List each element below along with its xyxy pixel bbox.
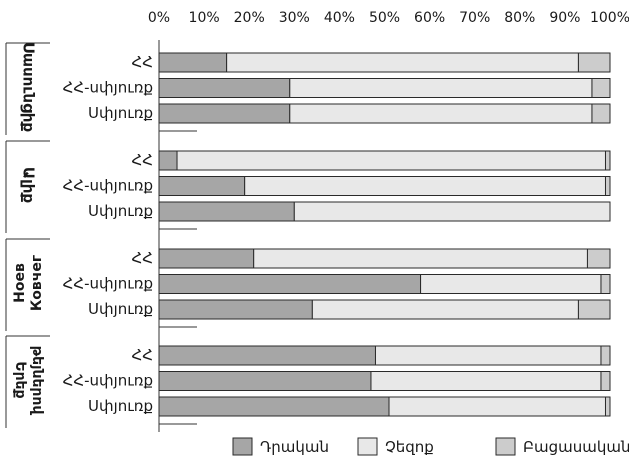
x-tick-label: 0% <box>148 10 170 26</box>
legend-swatch <box>495 437 516 456</box>
x-tick-label: 20% <box>234 10 265 26</box>
bar-segment <box>311 299 579 320</box>
bar-segment <box>158 201 295 222</box>
bar-segment <box>158 78 291 98</box>
row-label: Սփյուռք <box>88 104 153 122</box>
bar-segment <box>604 176 611 196</box>
row-label: ՀՀ <box>132 151 153 169</box>
bar-segment <box>420 274 602 294</box>
bar-segment <box>158 396 390 417</box>
bar-segment <box>591 78 611 98</box>
bar-segment <box>158 176 246 196</box>
x-tick-label: 70% <box>459 10 490 26</box>
bar-segment <box>586 248 611 269</box>
bar-segment <box>577 299 611 320</box>
bar-segment <box>158 345 376 366</box>
bar-segment <box>244 176 606 196</box>
bar-segment <box>158 274 422 294</box>
bar-segment <box>253 248 588 269</box>
row-label: ՀՀ-սփյուռք <box>63 372 153 390</box>
x-tick-label: 10% <box>189 10 220 26</box>
x-tick-label: 40% <box>324 10 355 26</box>
row-label: Սփյուռք <box>88 300 153 318</box>
bar-segment <box>374 345 602 366</box>
bar-segment <box>158 150 178 171</box>
bar-segment <box>604 150 611 171</box>
row-label: ՀՀ-սփյուռք <box>63 79 153 97</box>
group-label-word: Ковчег <box>29 255 45 311</box>
group-label: Ալիք <box>20 167 38 203</box>
row-label: Սփյուռք <box>88 397 153 415</box>
bar-segment <box>388 396 606 417</box>
group-label: Սասունցիք <box>20 42 38 132</box>
group-label-word: Ноев <box>12 263 28 303</box>
row-label: ՀՀ <box>132 346 153 364</box>
bar-segment <box>293 201 611 222</box>
x-tick-label: 30% <box>279 10 310 26</box>
bar-segment <box>604 396 611 417</box>
legend-label: Բացասական <box>523 438 629 456</box>
x-tick-label: 80% <box>504 10 535 26</box>
legend-label: Դրական <box>260 438 329 456</box>
bar-segment <box>226 52 579 73</box>
bar-segment <box>289 78 593 98</box>
x-tick-label: 90% <box>549 10 580 26</box>
x-tick-label: 100% <box>590 10 629 26</box>
legend-swatch <box>232 437 253 456</box>
bar-segment <box>158 248 255 269</box>
bar-segment <box>176 150 606 171</box>
row-label: Սփյուռք <box>88 202 153 220</box>
bar-segment <box>289 103 593 124</box>
bar-segment <box>591 103 611 124</box>
bar-segment <box>600 274 611 294</box>
bar-segment <box>370 371 602 391</box>
bar-segment <box>158 103 291 124</box>
x-tick-label: 60% <box>414 10 445 26</box>
x-tick-label: 50% <box>369 10 400 26</box>
group-label-word: Երեք <box>12 361 28 398</box>
row-label: ՀՀ <box>132 53 153 71</box>
bar-segment <box>600 345 611 366</box>
bar-segment <box>158 299 313 320</box>
row-label: ՀՀ-սփյուռք <box>63 177 153 195</box>
legend-swatch <box>357 437 378 456</box>
bar-segment <box>158 371 372 391</box>
bar-segment <box>577 52 611 73</box>
group-label-word: թեյներով <box>29 346 45 416</box>
legend-label: Չեզոք <box>385 438 434 456</box>
bar-segment <box>158 52 228 73</box>
row-label: ՀՀ-սփյուռք <box>63 275 153 293</box>
bar-segment <box>600 371 611 391</box>
row-label: ՀՀ <box>132 249 153 267</box>
